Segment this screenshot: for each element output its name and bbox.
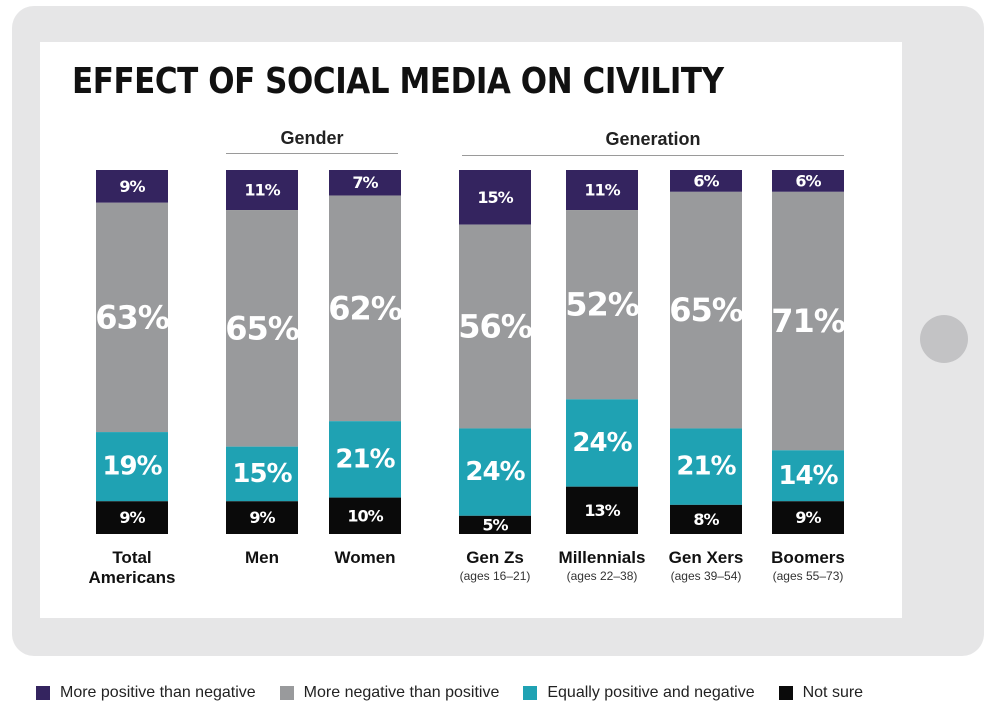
bar-segment-gen-zs-not-sure [459, 515, 531, 534]
data-label-gen-xers-more-positive-than-negative: 6% [693, 171, 719, 190]
bar-segment-millennials-not-sure [566, 486, 638, 534]
data-label-women-more-positive-than-negative: 7% [352, 173, 378, 192]
data-label-women-equally-positive-and-negative: 21% [335, 444, 395, 474]
legend-swatch-equal [523, 686, 538, 700]
data-label-total-americans-more-positive-than-negative: 9% [119, 177, 145, 196]
bar-segment-men-equally-positive-and-negative [226, 446, 298, 502]
legend-swatch-negative [279, 686, 294, 700]
group-divider-gender [226, 153, 398, 154]
bar-segment-gen-xers-equally-positive-and-negative [670, 428, 742, 505]
legend-swatch-positive [36, 686, 50, 700]
category-label-men: Men [245, 548, 279, 567]
category-subtitle-gen-zs: (ages 16–21) [460, 569, 531, 583]
data-label-boomers-equally-positive-and-negative: 14% [778, 461, 838, 491]
bar-segment-boomers-more-negative-than-positive [772, 191, 844, 451]
category-subtitle-boomers: (ages 55–73) [773, 569, 844, 583]
data-label-gen-xers-not-sure: 8% [693, 510, 719, 529]
data-label-men-more-negative-than-positive: 65% [225, 309, 300, 347]
bar-segment-women-not-sure [329, 497, 401, 534]
data-label-gen-zs-equally-positive-and-negative: 24% [465, 457, 525, 487]
group-label-gender: Gender [280, 128, 344, 148]
category-label-women: Women [334, 548, 395, 567]
legend-item-negative: More negative than positive [279, 684, 500, 702]
data-label-total-americans-equally-positive-and-negative: 19% [102, 452, 162, 482]
category-label-gen-zs: Gen Zs [466, 548, 524, 567]
category-label-millennials: Millennials [559, 548, 646, 567]
data-label-gen-xers-more-negative-than-positive: 65% [669, 291, 744, 329]
category-label-total-americans-line-2: Americans [89, 568, 176, 587]
data-label-men-equally-positive-and-negative: 15% [232, 459, 292, 489]
data-label-men-not-sure: 9% [249, 508, 275, 527]
legend-label-negative: More negative than positive [303, 684, 500, 701]
data-label-women-not-sure: 10% [347, 506, 383, 525]
data-label-gen-zs-not-sure: 5% [482, 515, 508, 534]
bar-segment-women-equally-positive-and-negative [329, 421, 401, 498]
bar-segment-gen-xers-more-positive-than-negative [670, 170, 742, 192]
chart-title: EFFECT OF SOCIAL MEDIA ON CIVILITY [72, 61, 724, 102]
bar-segment-gen-zs-equally-positive-and-negative [459, 428, 531, 516]
bar-segment-total-americans-more-negative-than-positive [96, 202, 168, 433]
legend-swatch-not-sure [778, 686, 793, 700]
data-label-total-americans-not-sure: 9% [119, 508, 145, 527]
data-label-gen-xers-equally-positive-and-negative: 21% [676, 452, 736, 482]
group-label-generation: Generation [605, 129, 701, 149]
bar-segment-men-more-negative-than-positive [226, 210, 298, 447]
data-label-boomers-more-negative-than-positive: 71% [771, 302, 846, 340]
data-label-men-more-positive-than-negative: 11% [244, 181, 280, 200]
bar-segment-boomers-more-positive-than-negative [772, 170, 844, 192]
data-label-women-more-negative-than-positive: 62% [328, 289, 403, 327]
bar-segment-men-more-positive-than-negative [226, 170, 298, 211]
legend-item-positive: More positive than negative [36, 684, 256, 702]
home-button [920, 315, 968, 363]
data-label-millennials-not-sure: 13% [584, 501, 620, 520]
bar-segment-boomers-not-sure [772, 501, 844, 534]
bar-segment-total-americans-not-sure [96, 501, 168, 534]
bar-segment-gen-zs-more-positive-than-negative [459, 170, 531, 225]
data-label-millennials-more-negative-than-positive: 52% [565, 286, 640, 324]
group-divider-generation [462, 155, 844, 156]
bar-segment-women-more-positive-than-negative [329, 170, 401, 196]
data-label-millennials-more-positive-than-negative: 11% [584, 181, 620, 200]
bar-segment-boomers-equally-positive-and-negative [772, 450, 844, 502]
data-label-total-americans-more-negative-than-positive: 63% [95, 298, 170, 336]
data-label-gen-zs-more-positive-than-negative: 15% [477, 188, 513, 207]
bar-segment-millennials-more-negative-than-positive [566, 210, 638, 400]
bar-segment-gen-zs-more-negative-than-positive [459, 224, 531, 429]
legend: More positive than negative More negativ… [36, 683, 863, 703]
bar-segment-millennials-equally-positive-and-negative [566, 399, 638, 487]
data-label-millennials-equally-positive-and-negative: 24% [572, 428, 632, 458]
bar-segment-millennials-more-positive-than-negative [566, 170, 638, 211]
legend-item-equal: Equally positive and negative [523, 684, 755, 702]
bar-segment-men-not-sure [226, 501, 298, 534]
legend-item-not-sure: Not sure [778, 684, 864, 702]
data-label-boomers-more-positive-than-negative: 6% [795, 171, 821, 190]
bar-segment-total-americans-equally-positive-and-negative [96, 432, 168, 502]
category-subtitle-millennials: (ages 22–38) [567, 569, 638, 583]
category-label-boomers: Boomers [771, 548, 845, 567]
category-subtitle-gen-xers: (ages 39–54) [671, 569, 742, 583]
category-label-gen-xers: Gen Xers [669, 548, 744, 567]
legend-label-positive: More positive than negative [60, 684, 256, 701]
legend-label-equal: Equally positive and negative [547, 684, 755, 701]
data-label-gen-zs-more-negative-than-positive: 56% [458, 308, 533, 346]
bar-segment-gen-xers-not-sure [670, 504, 742, 534]
bar-segment-women-more-negative-than-positive [329, 195, 401, 422]
bar-segment-total-americans-more-positive-than-negative [96, 170, 168, 203]
bar-segment-gen-xers-more-negative-than-positive [670, 191, 742, 429]
category-label-total-americans-line-1: Total [112, 548, 151, 567]
data-label-boomers-not-sure: 9% [795, 508, 821, 527]
legend-label-not-sure: Not sure [802, 684, 864, 701]
